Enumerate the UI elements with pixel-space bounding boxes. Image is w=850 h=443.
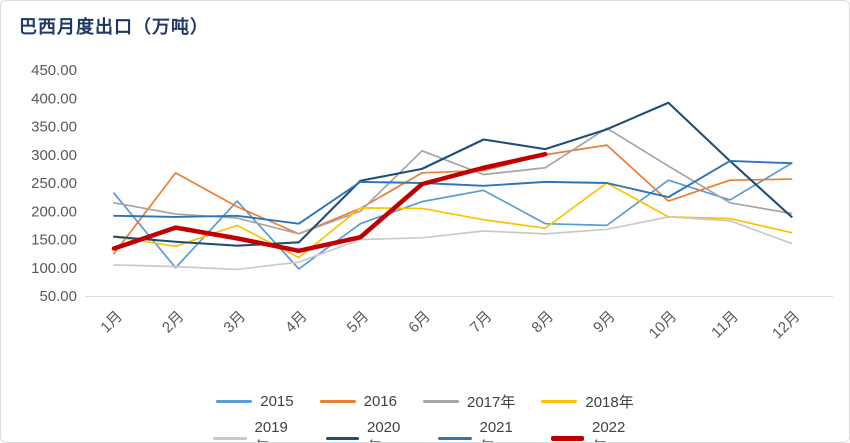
- y-axis-tick-label: 100.00: [31, 260, 77, 277]
- legend-label: 2016: [363, 393, 397, 410]
- legend-swatch-2016: [319, 400, 356, 403]
- y-axis-tick-label: 300.00: [31, 147, 77, 164]
- y-axis-tick-label: 50.00: [39, 288, 77, 305]
- legend-label: 2015: [260, 393, 294, 410]
- series-line-2015: [113, 162, 793, 270]
- legend-label: 2018年: [585, 394, 634, 411]
- y-axis-tick-label: 350.00: [31, 119, 77, 136]
- legend-item-2020[interactable]: 2020年: [325, 419, 413, 442]
- legend-label: 2019年: [254, 419, 288, 442]
- legend-item-2018[interactable]: 2018年: [541, 391, 634, 412]
- x-axis-tick-label: 11月: [708, 308, 742, 342]
- y-axis-tick-label: 150.00: [31, 232, 77, 249]
- x-axis-tick-label: 7月: [467, 308, 496, 337]
- legend-item-2022[interactable]: 2022年: [550, 419, 638, 442]
- series-line-2017: [113, 127, 793, 235]
- legend-label: 2021年: [479, 419, 513, 442]
- legend-item-2017[interactable]: 2017年: [423, 391, 515, 412]
- chart-legend: 2015 2016 2017年 2018年 2019年 2020年 2021年 2022年: [213, 391, 638, 442]
- legend-swatch-2019: [213, 436, 247, 440]
- legend-item-2015[interactable]: 2015: [216, 393, 294, 410]
- x-axis-tick-label: 6月: [405, 308, 434, 337]
- y-axis-tick-label: 200.00: [31, 203, 77, 220]
- legend-item-2019[interactable]: 2019年: [213, 419, 300, 442]
- legend-item-2016[interactable]: 2016: [319, 393, 397, 410]
- legend-label: 2017年: [467, 394, 516, 411]
- x-axis-tick-label: 5月: [344, 308, 373, 337]
- series-line-2020: [112, 101, 793, 247]
- x-axis-tick-label: 9月: [590, 308, 619, 337]
- legend-row: 2019年 2020年 2021年 2022年: [213, 419, 638, 442]
- legend-label: 2022年: [592, 419, 626, 442]
- y-axis-tick-label: 450.00: [31, 62, 77, 79]
- legend-swatch-2015: [216, 400, 253, 403]
- x-axis-tick-label: 10月: [646, 308, 680, 342]
- legend-swatch-2021: [438, 436, 472, 440]
- x-axis-tick-label: 3月: [221, 308, 250, 337]
- legend-label: 2020年: [367, 419, 401, 442]
- chart-title: 巴西月度出口（万吨）: [19, 17, 209, 37]
- legend-swatch-2017: [423, 400, 459, 403]
- x-axis-tick-label: 4月: [282, 308, 311, 337]
- line-chart-plot-area: 450.00 400.00 350.00 300.00 250.00 200.00 150.…: [31, 62, 833, 342]
- x-axis-tick-label: 2月: [159, 308, 188, 337]
- series-line-2022: [111, 151, 548, 254]
- x-axis-tick-label: 1月: [97, 308, 126, 337]
- y-axis-tick-label: 250.00: [31, 175, 77, 192]
- y-axis-tick-label: 400.00: [31, 90, 77, 107]
- legend-item-2021[interactable]: 2021年: [438, 419, 525, 442]
- series-line-2019: [113, 216, 793, 271]
- x-axis-tick-label: 8月: [529, 308, 558, 337]
- series-line-2016: [113, 144, 793, 255]
- series-line-2021: [113, 160, 793, 225]
- legend-swatch-2022: [550, 435, 584, 441]
- x-axis-tick-label: 12月: [769, 308, 803, 342]
- legend-row: 2015 2016 2017年 2018年: [216, 391, 634, 412]
- legend-swatch-2020: [325, 436, 359, 440]
- legend-swatch-2018: [541, 400, 578, 403]
